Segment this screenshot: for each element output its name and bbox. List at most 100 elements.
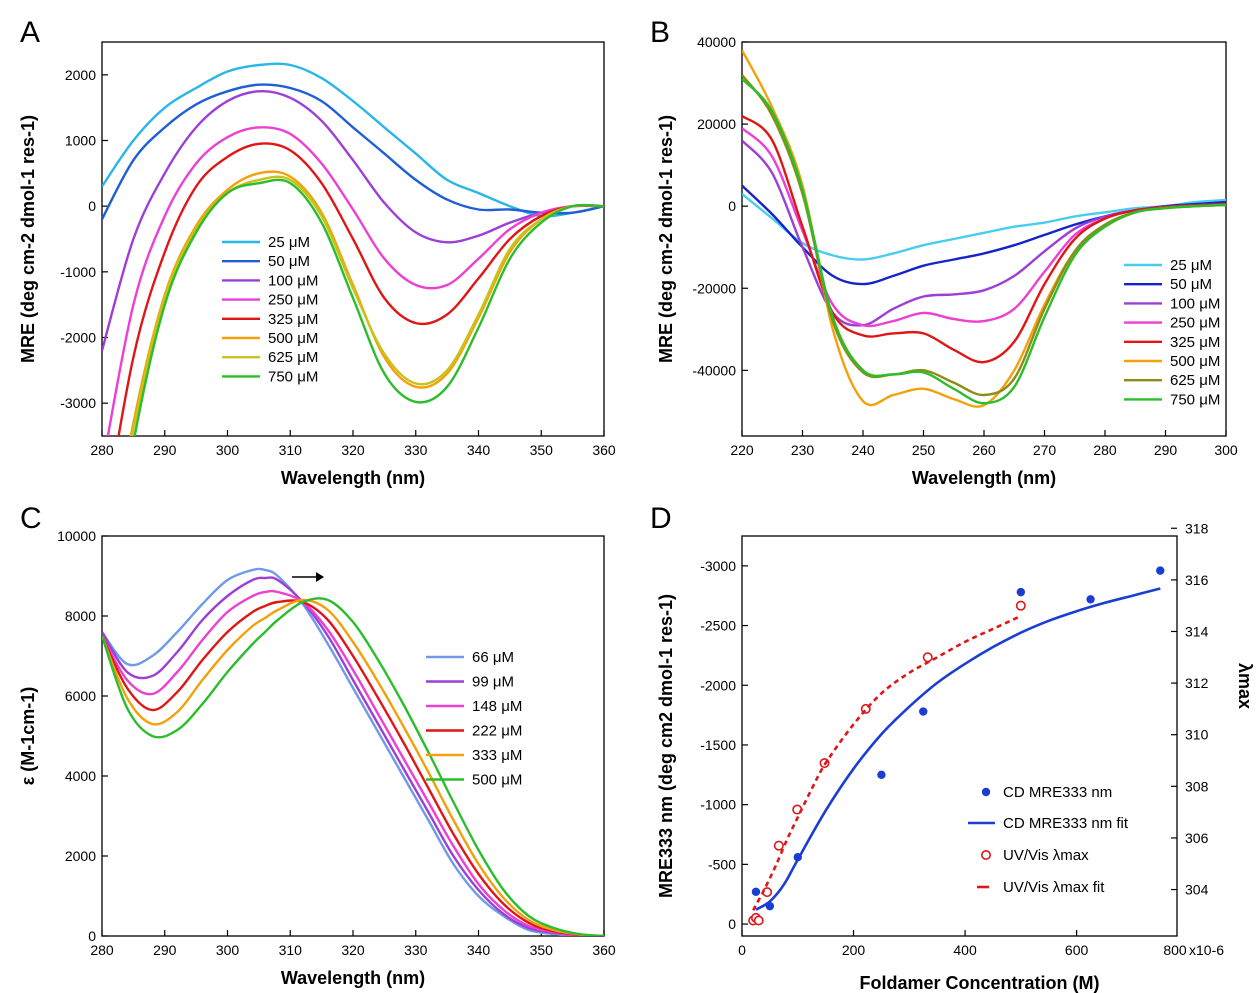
y-tick-label: -1000 — [60, 264, 96, 280]
x-tick-label: 290 — [1154, 442, 1178, 458]
plot-frame — [101, 535, 605, 937]
x-tick-label: 330 — [404, 942, 428, 958]
x-tick-label: 600 — [1065, 942, 1089, 958]
panel-letter: C — [20, 502, 42, 535]
series-line-5 — [102, 597, 604, 936]
y-right-tick-label: 304 — [1185, 882, 1209, 898]
y-right-tick-label: 314 — [1185, 623, 1209, 639]
legend-label: UV/Vis λmax fit — [1003, 879, 1105, 896]
y-right-tick-label: 312 — [1185, 675, 1209, 691]
panel-letter: B — [650, 16, 670, 49]
y-axis-label: ε (M-1cm-1) — [18, 687, 38, 786]
x-tick-label: 400 — [953, 942, 977, 958]
series-line-4 — [742, 114, 1226, 364]
y-tick-label: 2000 — [65, 848, 96, 864]
uvvis-point — [1015, 600, 1026, 611]
legend-label: 750 μM — [268, 368, 318, 385]
x-tick-label: 0 — [738, 942, 746, 958]
y-tick-label: 8000 — [65, 608, 96, 624]
panel-a: 280 290 300 310 320 330 340 350 360 -3000 -2000 -10… — [18, 16, 616, 488]
panel-d: 0 200 400 600 800 x10-6 0 -500 -1000 -1500 -2000 -2… — [650, 502, 1255, 993]
shift-arrow-head — [316, 572, 324, 582]
legend-label: 100 μM — [1170, 295, 1220, 312]
legend-label: 50 μM — [1170, 276, 1212, 293]
x-tick-label: 300 — [1214, 442, 1238, 458]
y-tick-label: 40000 — [697, 34, 736, 50]
x-tick-label: 290 — [153, 442, 177, 458]
y-tick-label: -20000 — [692, 280, 736, 296]
y-tick-label: 0 — [728, 198, 736, 214]
legend-label: UV/Vis λmax — [1003, 847, 1089, 864]
legend-label: CD MRE333 nm — [1003, 784, 1112, 801]
legend-label: 250 μM — [1170, 315, 1220, 332]
x-tick-label: 240 — [851, 442, 875, 458]
y-tick-label: -40000 — [692, 362, 736, 378]
y-left-tick-label: -1500 — [700, 737, 736, 753]
y-left-axis-label: MRE333 nm (deg cm2 dmol-1 res-1) — [656, 594, 676, 898]
x-axis-label: Wavelength (nm) — [281, 968, 425, 988]
cd-point — [1016, 587, 1026, 597]
y-tick-label: 1000 — [65, 133, 96, 149]
x-tick-label: 350 — [530, 942, 554, 958]
cd-point — [751, 887, 761, 897]
y-tick-label: 6000 — [65, 688, 96, 704]
y-axis-label: MRE (deg cm-2 dmol-1 res-1) — [18, 115, 38, 363]
x-axis-label: Foldamer Concentration (M) — [859, 973, 1099, 993]
x-tick-label: 800 — [1163, 942, 1187, 958]
x-tick-label: 320 — [341, 442, 365, 458]
panel-letter: A — [20, 16, 40, 49]
series-line-3 — [742, 127, 1226, 328]
series-line-4 — [117, 142, 604, 436]
series-line-1 — [742, 184, 1226, 286]
x-tick-label: 350 — [530, 442, 554, 458]
series-line-5 — [742, 49, 1226, 408]
legend-swatch-0 — [981, 787, 991, 797]
series-line-0 — [102, 567, 604, 936]
legend-label: 250 μM — [268, 292, 318, 309]
x-tick-label: 320 — [341, 942, 365, 958]
y-tick-label: 10000 — [57, 528, 96, 544]
legend-label: 66 μM — [472, 649, 514, 666]
cd-point — [919, 707, 928, 716]
legend-label: 625 μM — [268, 349, 318, 366]
x-tick-label: 310 — [279, 942, 303, 958]
x-tick-label: 230 — [791, 442, 815, 458]
legend-label: 325 μM — [268, 311, 318, 328]
x-tick-label: 360 — [592, 942, 616, 958]
legend-label: 750 μM — [1170, 391, 1220, 408]
y-right-tick-label: 310 — [1185, 727, 1209, 743]
y-left-tick-label: 0 — [728, 916, 736, 932]
series-line-3 — [106, 126, 604, 436]
uvvis-point — [773, 840, 784, 851]
y-left-tick-label: -2000 — [700, 677, 736, 693]
legend-label: 325 μM — [1170, 334, 1220, 351]
legend-label: 625 μM — [1170, 372, 1220, 389]
y-tick-label: 0 — [88, 928, 96, 944]
x-tick-label: 290 — [153, 942, 177, 958]
plot-frame — [741, 535, 1178, 937]
legend-label: 500 μM — [1170, 353, 1220, 370]
x-axis-label: Wavelength (nm) — [281, 468, 425, 488]
legend-label: 25 μM — [1170, 257, 1212, 274]
x-tick-label: 330 — [404, 442, 428, 458]
y-left-tick-label: -2500 — [700, 618, 736, 634]
legend-label: 25 μM — [268, 234, 310, 251]
x-tick-label: 200 — [842, 942, 866, 958]
x-tick-label: 260 — [972, 442, 996, 458]
uvvis-point — [922, 652, 933, 663]
panel-b: 220 230 240 250 260 270 280 290 300 -40000 -20000 0… — [650, 16, 1238, 488]
x-tick-label: 340 — [467, 942, 491, 958]
y-right-axis-label: λmax — [1235, 663, 1255, 709]
cd-point — [1086, 595, 1095, 604]
panel-letter: D — [650, 502, 672, 535]
y-right-tick-label: 308 — [1185, 778, 1209, 794]
y-tick-label: -3000 — [60, 395, 96, 411]
panel-c: 280 290 300 310 320 330 340 350 360 0 2000 4000 6000… — [18, 502, 616, 988]
series-line-2 — [102, 90, 604, 351]
legend-label: CD MRE333 nm fit — [1003, 815, 1129, 832]
x-tick-label: 300 — [216, 942, 240, 958]
x-tick-label: 250 — [912, 442, 936, 458]
series-line-6 — [742, 74, 1226, 397]
legend-label: 500 μM — [268, 330, 318, 347]
series-line-1 — [102, 83, 604, 220]
